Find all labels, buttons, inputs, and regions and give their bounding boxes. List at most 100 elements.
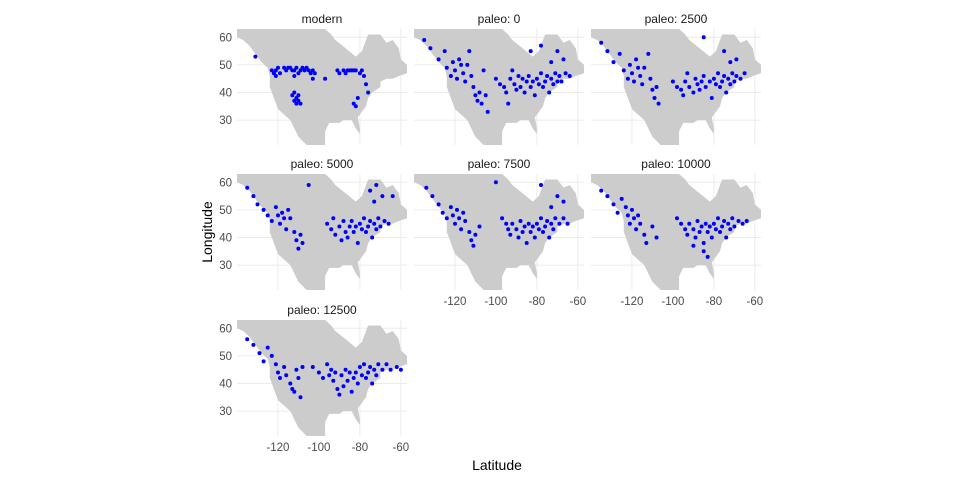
data-point [650, 224, 655, 229]
data-point [347, 224, 352, 229]
data-point [477, 224, 482, 229]
data-point [368, 219, 373, 223]
data-point [623, 205, 628, 210]
data-point [539, 71, 543, 76]
data-point [296, 246, 301, 251]
data-point [471, 243, 476, 248]
data-points [245, 183, 395, 251]
data-point [378, 224, 383, 229]
data-point [740, 221, 745, 226]
data-point [276, 65, 280, 70]
data-point [524, 79, 529, 84]
data-point [498, 82, 502, 87]
data-point [534, 76, 539, 81]
data-point [436, 57, 441, 62]
data-point [370, 381, 375, 386]
data-point [599, 40, 604, 45]
data-point [654, 85, 659, 89]
data-point [532, 93, 537, 98]
y-tick-label: 60 [219, 323, 232, 335]
data-point [522, 90, 527, 95]
data-point [701, 241, 706, 245]
data-point [261, 359, 266, 364]
data-point [286, 207, 291, 212]
data-point [288, 216, 293, 221]
data-point [709, 235, 714, 240]
data-point [359, 373, 364, 378]
data-point [654, 235, 659, 240]
data-point [565, 221, 570, 226]
land-silhouette [414, 174, 584, 290]
x-tick-label: -60 [570, 296, 587, 308]
data-point [325, 221, 330, 226]
data-point [368, 365, 373, 369]
data-point [366, 370, 371, 375]
data-point [271, 71, 276, 76]
data-point [541, 85, 545, 89]
y-tick-label: 60 [219, 32, 232, 44]
data-point [310, 365, 315, 369]
data-point [722, 49, 727, 54]
data-point [522, 224, 527, 229]
data-point [716, 216, 720, 221]
data-point [353, 224, 358, 229]
data-point [532, 235, 537, 240]
data-point [450, 213, 455, 218]
data-point [300, 65, 305, 70]
data-point [359, 227, 364, 232]
data-point [353, 104, 358, 109]
data-point [448, 74, 453, 78]
data-point [718, 230, 722, 234]
data-point [357, 221, 362, 226]
data-point [337, 392, 342, 397]
y-tick-label: 30 [219, 115, 232, 127]
data-points [599, 188, 749, 259]
data-point [459, 62, 464, 67]
data-point [728, 60, 733, 65]
data-point [374, 183, 379, 187]
data-point [457, 216, 462, 221]
data-point [475, 98, 480, 103]
y-tick-label: 30 [219, 260, 232, 272]
x-tick-label: -120 [620, 296, 643, 308]
data-point [675, 216, 679, 221]
facet-title: paleo: 10000 [641, 157, 711, 171]
data-point [282, 65, 287, 70]
data-point [670, 79, 675, 84]
data-point [634, 227, 639, 232]
data-point [467, 49, 472, 54]
data-point [398, 367, 403, 372]
data-point [559, 79, 564, 84]
data-point [506, 227, 511, 232]
x-tick-label: -120 [443, 296, 466, 308]
data-point [561, 199, 566, 204]
data-point [331, 378, 336, 383]
data-point [280, 210, 285, 215]
data-point [362, 216, 366, 221]
data-point [444, 216, 449, 221]
data-point [372, 199, 377, 204]
data-point [722, 74, 727, 78]
data-point [621, 68, 626, 73]
y-tick-label: 40 [219, 233, 232, 245]
data-point [547, 235, 552, 240]
data-point [640, 82, 645, 87]
data-point [292, 389, 297, 394]
data-point [516, 74, 521, 78]
data-point [634, 57, 639, 62]
data-points [253, 54, 371, 109]
data-point [701, 35, 706, 40]
data-point [518, 219, 523, 223]
data-point [744, 219, 749, 223]
data-point [284, 227, 289, 232]
data-point [543, 79, 548, 84]
facet-title: paleo: 12500 [287, 303, 357, 317]
data-point [278, 376, 282, 380]
data-point [520, 230, 525, 234]
data-point [720, 79, 725, 84]
data-point [514, 227, 519, 232]
data-point [617, 51, 622, 56]
data-point [351, 376, 356, 380]
data-point [345, 378, 350, 383]
data-point [615, 210, 620, 215]
